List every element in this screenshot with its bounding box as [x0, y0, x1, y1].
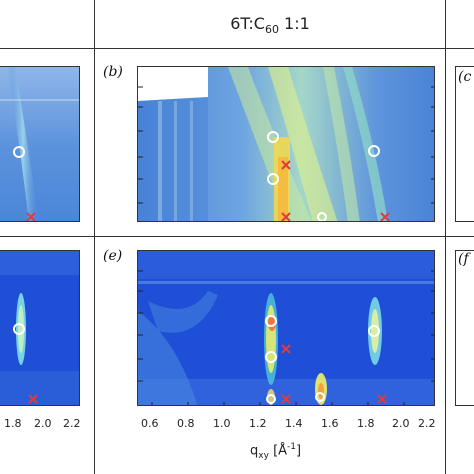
tick-label-8: 2.2 — [418, 417, 436, 430]
cross-marker — [281, 344, 291, 354]
frame-divider-right — [445, 0, 446, 474]
tick-label-left-2: 2.2 — [63, 417, 81, 430]
circle-marker — [265, 315, 277, 327]
column-title-sub: 60 — [264, 23, 279, 37]
panel-a-heatmap — [0, 67, 79, 221]
column-title: 6T:C60 1:1 — [95, 14, 445, 36]
frame-divider-left — [94, 0, 95, 474]
panel-label-b-outer: (b) — [103, 64, 123, 80]
tick-label-left-0: 1.8 — [4, 417, 22, 430]
cross-marker — [281, 394, 291, 404]
column-title-ratio: 1:1 — [278, 14, 310, 33]
panel-f-heatmap — [456, 251, 474, 405]
circle-marker — [266, 394, 276, 404]
x-axis-label-exp: -1 — [287, 442, 297, 452]
panel-e-heatmap — [138, 251, 434, 405]
cross-marker — [26, 212, 36, 221]
circle-marker — [315, 392, 325, 402]
panel-c-heatmap — [456, 67, 474, 221]
circle-marker — [267, 131, 279, 143]
panel-e-ticks — [138, 270, 434, 405]
cross-marker — [28, 394, 38, 404]
frame-divider-mid — [0, 236, 474, 237]
tick-label-0: 0.6 — [141, 417, 159, 430]
tick-label-4: 1.4 — [285, 417, 303, 430]
panel-label-e-outer: (e) — [103, 248, 123, 264]
panel-c-partial: (c — [455, 66, 474, 222]
cross-marker — [377, 394, 387, 404]
panel-b-heatmap — [138, 67, 434, 221]
panel-f-partial: (f — [455, 250, 474, 406]
panel-a-partial — [0, 66, 80, 222]
panel-label-f: (f — [458, 251, 469, 267]
column-title-main: 6T:C — [230, 14, 265, 33]
panel-d-heatmap — [0, 251, 79, 405]
panel-d-partial — [0, 250, 80, 406]
tick-label-5: 1.6 — [321, 417, 339, 430]
circle-marker — [13, 323, 25, 335]
cross-marker — [380, 212, 390, 221]
circle-marker — [265, 351, 277, 363]
circle-marker — [267, 173, 279, 185]
tick-label-2: 1.0 — [213, 417, 231, 430]
x-axis-label-close: ] — [296, 443, 302, 459]
x-axis-label-unit: [Å — [273, 443, 288, 459]
x-axis-label-q: q — [250, 443, 259, 459]
panel-b: (b) — [137, 66, 435, 222]
x-axis-title: qxy [Å-1] — [250, 442, 301, 461]
panel-b-ticks — [138, 86, 434, 204]
tick-label-6: 1.8 — [357, 417, 375, 430]
panel-e: (e) — [137, 250, 435, 406]
frame-divider-top — [0, 48, 474, 49]
tick-label-3: 1.2 — [249, 417, 267, 430]
circle-marker — [13, 146, 25, 158]
x-axis-label-sub: xy — [258, 450, 269, 461]
circle-marker — [317, 212, 327, 221]
tick-label-7: 2.0 — [392, 417, 410, 430]
panel-label-c: (c — [458, 69, 472, 85]
tick-label-left-1: 2.0 — [34, 417, 52, 430]
circle-marker — [368, 145, 380, 157]
circle-marker — [368, 325, 380, 337]
cross-marker — [281, 160, 291, 170]
tick-label-1: 0.8 — [177, 417, 195, 430]
cross-marker — [281, 212, 291, 221]
